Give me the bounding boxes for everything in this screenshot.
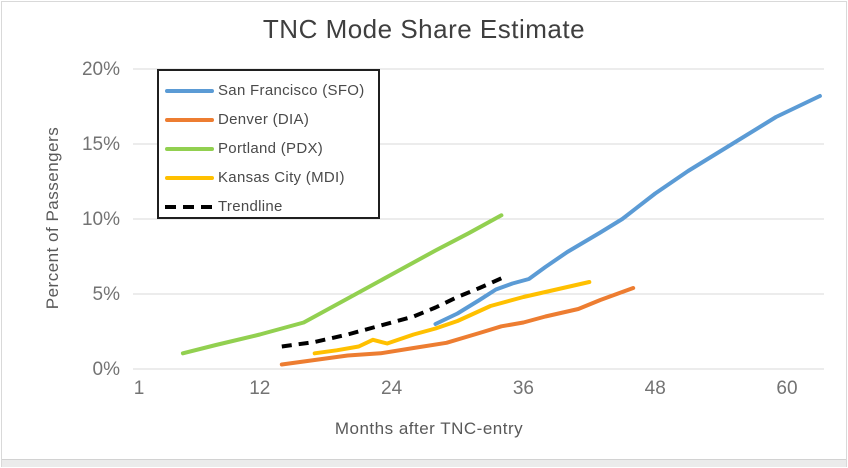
- legend-item-trendline: Trendline: [159, 192, 378, 221]
- series-line-kansas-city-mdi: [312, 280, 592, 356]
- x-tick-label: 60: [776, 378, 797, 399]
- legend-item-san-francisco-sfo: San Francisco (SFO): [159, 76, 378, 105]
- legend-swatch-san-francisco-sfo: [165, 88, 214, 93]
- chart-title: TNC Mode Share Estimate: [262, 14, 586, 44]
- legend-swatch-trendline: [165, 204, 214, 209]
- legend-item-portland-pdx: Portland (PDX): [159, 134, 378, 163]
- legend-swatch-denver-dia: [165, 117, 214, 122]
- x-tick-label: 24: [381, 378, 403, 399]
- bottom-bar: [2, 459, 846, 467]
- y-tick-label: 5%: [93, 284, 121, 305]
- x-tick-label: 1: [134, 378, 145, 399]
- y-tick-label: 15%: [82, 134, 120, 155]
- legend-swatch-kansas-city-mdi: [165, 175, 214, 180]
- series-line-denver-dia: [279, 286, 636, 367]
- series-line-portland-pdx: [180, 213, 504, 356]
- legend-swatch-portland-pdx: [165, 146, 214, 151]
- legend-label: San Francisco (SFO): [218, 82, 365, 99]
- legend-item-denver-dia: Denver (DIA): [159, 105, 378, 134]
- legend-item-kansas-city-mdi: Kansas City (MDI): [159, 163, 378, 192]
- x-tick-label: 36: [513, 378, 534, 399]
- legend-label: Denver (DIA): [218, 111, 310, 128]
- legend-label: Trendline: [218, 198, 283, 215]
- legend: San Francisco (SFO) Denver (DIA) Portland …: [157, 69, 380, 219]
- x-tick-label: 12: [249, 378, 270, 399]
- y-tick-label: 0%: [93, 359, 121, 380]
- x-tick-label: 48: [645, 378, 666, 399]
- y-tick-label: 10%: [82, 209, 120, 230]
- legend-label: Kansas City (MDI): [218, 169, 345, 186]
- x-axis-title: Months after TNC-entry: [334, 419, 524, 438]
- y-tick-label: 20%: [82, 59, 120, 80]
- series-line-san-francisco-sfo: [433, 94, 822, 326]
- legend-label: Portland (PDX): [218, 140, 324, 157]
